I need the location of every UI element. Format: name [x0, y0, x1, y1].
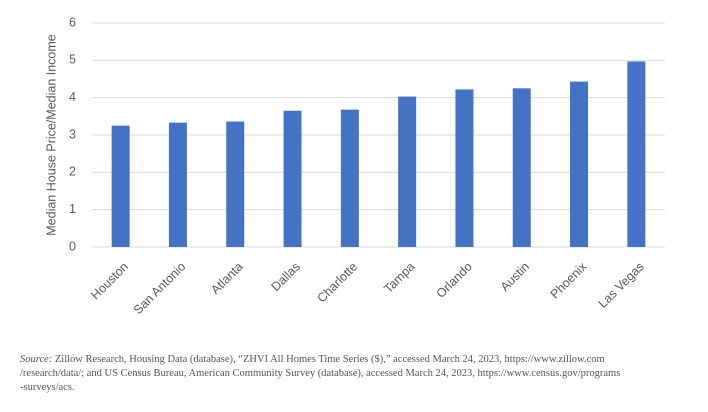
x-tick-label: Phoenix — [548, 259, 590, 301]
x-tick-label: Tampa — [381, 260, 417, 296]
bar — [570, 81, 589, 247]
y-tick-label: 4 — [69, 90, 76, 104]
y-tick-label: 2 — [69, 165, 76, 179]
source-line: Source: Zillow Research, Housing Data (d… — [20, 354, 605, 365]
y-tick-label: 3 — [69, 127, 76, 141]
x-tick-label: Charlotte — [315, 260, 361, 306]
x-tick-label: San Antonio — [131, 260, 189, 318]
y-axis-label: Median House Price/Median Income — [44, 34, 58, 236]
y-tick-label: 5 — [69, 53, 76, 67]
source-text: Zillow Research, Housing Data (database)… — [55, 354, 605, 365]
bar — [455, 89, 474, 247]
x-tick-label: Dallas — [269, 260, 303, 294]
x-tick-label: Las Vegas — [596, 260, 647, 311]
source-text: -surveys/acs. — [20, 382, 75, 393]
source-label: Source: — [20, 354, 52, 365]
bar — [226, 121, 245, 247]
x-tick-label: Houston — [88, 260, 131, 303]
bar — [168, 122, 187, 247]
x-tick-label: Orlando — [434, 260, 475, 301]
y-tick-label: 0 — [69, 239, 76, 253]
bar — [627, 61, 646, 247]
source-text: /research/data/; and US Census Bureau, A… — [20, 368, 620, 379]
bar — [398, 96, 417, 248]
y-tick-label: 6 — [69, 15, 76, 29]
bar — [283, 110, 302, 247]
y-tick-label: 1 — [69, 202, 76, 216]
bar — [340, 109, 359, 247]
bar — [111, 125, 130, 247]
x-tick-label: Atlanta — [208, 260, 245, 297]
bar — [512, 88, 531, 247]
x-tick-label: Austin — [498, 260, 532, 294]
